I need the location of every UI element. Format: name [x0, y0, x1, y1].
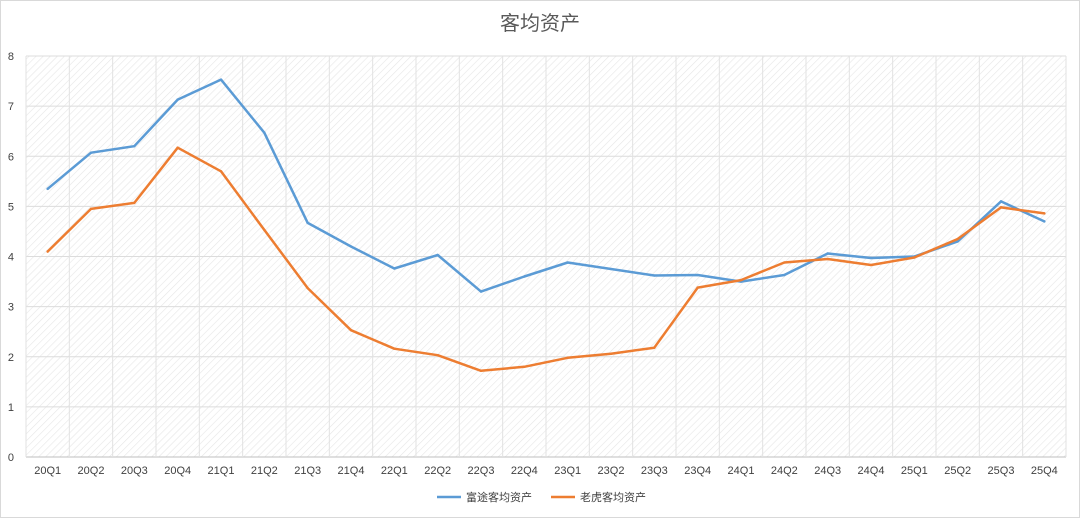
y-tick-label: 1	[8, 402, 14, 414]
x-tick-label: 20Q2	[78, 465, 105, 477]
data-point	[219, 170, 223, 173]
data-point	[89, 151, 93, 154]
x-tick-label: 22Q2	[424, 465, 451, 477]
data-point	[566, 356, 569, 359]
data-point	[46, 250, 49, 253]
x-tick-label: 25Q3	[988, 465, 1015, 477]
x-tick-label: 24Q1	[728, 465, 755, 477]
data-point	[1043, 212, 1046, 215]
series-line	[46, 146, 1046, 373]
data-point	[653, 346, 656, 349]
x-tick-label: 24Q2	[771, 465, 798, 477]
data-point	[263, 228, 266, 232]
legend-item: 老虎客均资产	[551, 490, 646, 504]
y-tick-label: 6	[8, 151, 14, 163]
data-point	[133, 201, 136, 205]
x-tick-label: 25Q1	[901, 465, 928, 477]
data-point	[913, 256, 916, 259]
y-tick-label: 0	[8, 452, 14, 464]
y-tick-label: 4	[8, 252, 14, 264]
data-point	[46, 187, 49, 191]
x-tick-label: 21Q3	[294, 465, 321, 477]
x-tick-label: 20Q1	[34, 465, 61, 477]
x-tick-label: 20Q4	[164, 465, 191, 477]
y-tick-label: 8	[8, 51, 14, 63]
x-tick-label: 24Q4	[858, 465, 885, 477]
data-point	[696, 286, 699, 289]
data-point	[566, 261, 569, 264]
x-tick-label: 23Q3	[641, 465, 668, 477]
legend-item: 富途客均资产	[437, 490, 532, 504]
legend-label: 老虎客均资产	[580, 490, 646, 504]
data-point	[219, 78, 223, 81]
x-tick-label: 23Q4	[684, 465, 711, 477]
data-point	[479, 369, 483, 372]
y-tick-label: 5	[8, 201, 14, 213]
series-line	[46, 78, 1046, 293]
data-point	[609, 352, 613, 355]
data-point	[523, 275, 526, 278]
y-tick-label: 2	[8, 352, 14, 364]
data-point	[349, 245, 353, 248]
x-tick-label: 20Q3	[121, 465, 148, 477]
x-tick-label: 23Q2	[598, 465, 625, 477]
legend-label: 富途客均资产	[466, 490, 532, 504]
data-point	[393, 347, 396, 350]
data-point	[176, 98, 179, 101]
x-tick-label: 21Q4	[338, 465, 365, 477]
data-point	[956, 240, 959, 243]
data-point	[826, 257, 829, 261]
series-1	[46, 78, 1046, 293]
data-point	[436, 253, 439, 257]
x-tick-label: 22Q4	[511, 465, 538, 477]
x-tick-label: 23Q1	[554, 465, 581, 477]
data-point	[176, 146, 179, 149]
data-point	[783, 261, 786, 264]
data-point	[609, 267, 613, 271]
data-point	[696, 273, 699, 277]
data-point	[999, 206, 1003, 209]
data-point	[783, 273, 786, 277]
x-tick-label: 21Q2	[251, 465, 278, 477]
chart-title: 客均资产	[500, 12, 580, 35]
data-point	[306, 221, 309, 225]
x-tick-label: 22Q1	[381, 465, 408, 477]
data-point	[349, 328, 353, 332]
data-point	[739, 278, 743, 282]
x-tick-label: 22Q3	[468, 465, 495, 477]
x-tick-label: 21Q1	[208, 465, 235, 477]
data-point	[956, 237, 959, 241]
y-tick-label: 3	[8, 302, 14, 314]
data-point	[1043, 220, 1046, 223]
data-point	[826, 252, 829, 255]
y-tick-label: 7	[8, 101, 14, 113]
data-point	[133, 145, 136, 148]
data-point	[306, 286, 309, 290]
data-point	[999, 200, 1003, 203]
x-tick-label: 25Q2	[944, 465, 971, 477]
data-point	[869, 263, 873, 267]
data-point	[653, 274, 656, 277]
data-point	[479, 290, 483, 293]
x-tick-label: 24Q3	[814, 465, 841, 477]
x-tick-label: 25Q4	[1031, 465, 1058, 477]
data-point	[436, 354, 439, 357]
data-point	[89, 207, 93, 211]
series-2	[46, 146, 1046, 373]
data-point	[263, 131, 266, 134]
data-point	[523, 365, 526, 368]
data-point	[393, 267, 396, 270]
data-point	[869, 256, 873, 260]
